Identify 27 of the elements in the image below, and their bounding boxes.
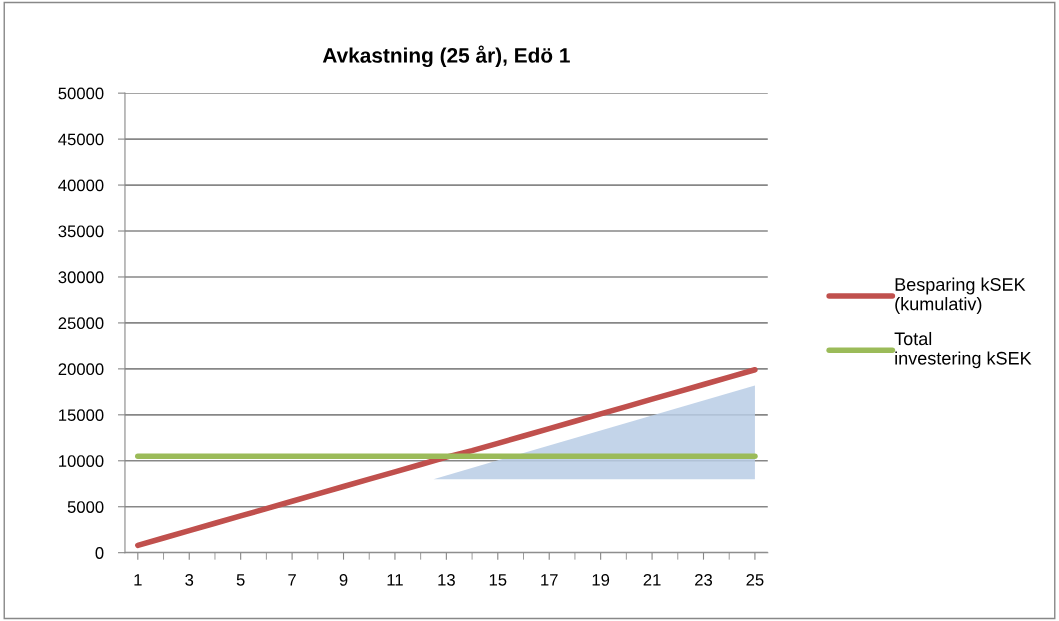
x-tick-label: 15 — [489, 574, 507, 586]
x-tick-label: 1 — [134, 574, 142, 586]
x-tick-label: 13 — [438, 573, 455, 586]
y-tick-label: 0 — [95, 547, 104, 559]
x-tick-label: 9 — [339, 573, 348, 586]
y-tick-label: 15000 — [59, 409, 104, 422]
legend-label: Total investering kSEK — [894, 331, 1032, 369]
y-tick-label: 25000 — [58, 317, 104, 330]
x-tick-label: 7 — [288, 574, 296, 586]
y-tick-label: 20000 — [58, 363, 104, 376]
x-tick-label: 3 — [185, 573, 194, 586]
x-tick-label: 5 — [236, 574, 245, 586]
x-tick-label: 17 — [541, 574, 558, 586]
y-tick-label: 40000 — [58, 179, 104, 192]
x-tick-label: 21 — [643, 573, 661, 586]
y-tick-label: 10000 — [59, 455, 104, 467]
chart-title: Avkastning (25 år), Edö 1 — [322, 45, 570, 68]
y-tick-label: 50000 — [58, 87, 104, 100]
x-tick-label: 23 — [695, 573, 713, 586]
y-tick-label: 35000 — [58, 225, 104, 238]
y-tick-label: 30000 — [58, 271, 104, 284]
y-tick-label: 5000 — [67, 501, 104, 513]
x-tick-label: 25 — [746, 573, 764, 586]
legend-label: Besparing kSEK (kumulativ) — [895, 277, 1026, 314]
x-tick-label: 11 — [387, 574, 403, 586]
x-tick-label: 19 — [592, 573, 610, 586]
y-tick-label: 45000 — [58, 133, 104, 146]
